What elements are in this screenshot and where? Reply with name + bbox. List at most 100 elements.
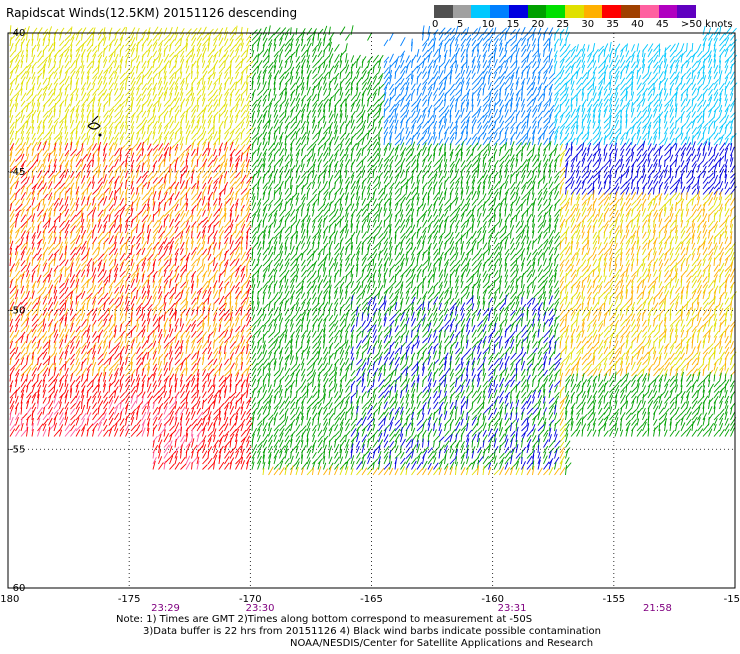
wind-barb: [224, 141, 228, 151]
wind-barb: [240, 58, 244, 69]
wind-barb: [75, 32, 80, 41]
wind-barb: [499, 47, 504, 58]
wind-barb: [147, 148, 153, 157]
wind-barb: [15, 177, 20, 184]
wind-barb: [730, 63, 733, 74]
wind-barb: [224, 231, 231, 239]
legend-swatch: [677, 5, 697, 18]
legend-swatch: [602, 5, 622, 18]
wind-barb: [114, 116, 121, 124]
wind-barb: [251, 60, 259, 69]
wind-barb: [609, 47, 614, 58]
wind-barb: [493, 84, 500, 91]
wind-barb: [510, 122, 516, 129]
wind-barb: [356, 160, 363, 168]
wind-barb: [713, 37, 718, 47]
wind-barb: [664, 52, 667, 63]
wind-barb: [532, 33, 535, 41]
wind-barb: [631, 65, 638, 74]
wind-barb: [510, 131, 516, 140]
wind-barb: [290, 82, 296, 91]
wind-barb: [482, 28, 488, 36]
wind-barb: [213, 64, 216, 74]
wind-barb: [383, 71, 390, 80]
wind-barb: [675, 42, 680, 52]
wind-barb: [312, 99, 318, 107]
wind-barb: [532, 81, 536, 91]
wind-barb: [565, 122, 572, 129]
wind-barb: [301, 159, 304, 168]
wind-barb: [9, 103, 15, 113]
wind-barb: [559, 49, 568, 58]
wind-barb: [504, 126, 509, 135]
wind-barb: [576, 131, 583, 140]
wind-barb: [719, 116, 726, 124]
wind-barb: [576, 93, 578, 102]
wind-barb: [158, 97, 160, 107]
wind-barb: [554, 44, 557, 52]
wind-barb: [631, 107, 635, 118]
wind-barb: [306, 95, 312, 102]
wind-barb: [213, 149, 217, 157]
wind-barb: [631, 143, 637, 151]
wind-barb: [15, 89, 22, 96]
wind-barb: [48, 53, 52, 63]
wind-barb: [202, 80, 206, 91]
wind-barb: [345, 71, 351, 80]
wind-barb: [389, 64, 391, 74]
wind-barb: [240, 42, 244, 52]
wind-barb: [455, 64, 459, 74]
wind-barb: [207, 42, 210, 52]
wind-barb: [339, 98, 347, 107]
wind-barb: [565, 98, 570, 107]
wind-barb: [174, 143, 179, 151]
wind-barb: [515, 70, 519, 80]
wind-barb: [669, 187, 677, 195]
wind-barb: [290, 60, 294, 69]
wind-barb: [367, 121, 372, 129]
wind-barb: [119, 105, 124, 113]
wind-barb: [218, 45, 224, 52]
wind-barb: [86, 186, 89, 195]
wind-barb: [548, 122, 554, 129]
wind-barb: [724, 43, 732, 52]
wind-barb: [631, 102, 633, 113]
wind-barb: [713, 92, 719, 102]
wind-barb: [609, 59, 614, 69]
wind-barb: [422, 94, 428, 102]
wind-barb: [229, 76, 234, 85]
wind-barb: [515, 103, 519, 113]
wind-barb: [383, 76, 390, 85]
wind-barb: [350, 87, 353, 96]
wind-barb: [119, 187, 122, 195]
wind-barb: [565, 126, 570, 135]
wind-barb: [444, 237, 451, 245]
wind-barb: [273, 43, 277, 52]
wind-barb: [306, 38, 311, 47]
wind-barb: [229, 88, 235, 96]
wind-barb: [103, 56, 108, 63]
wind-barb: [15, 199, 20, 206]
wind-barb: [235, 81, 238, 91]
wind-barb: [493, 174, 496, 184]
wind-barb: [70, 54, 73, 63]
wind-barb: [691, 135, 694, 146]
wind-barb: [394, 76, 403, 85]
wind-barb: [86, 147, 92, 157]
wind-barb: [136, 64, 139, 74]
wind-barb: [81, 98, 88, 107]
wind-barb: [328, 102, 331, 113]
wind-barb: [537, 142, 542, 151]
wind-barb: [477, 125, 483, 135]
wind-barb: [433, 214, 439, 223]
wind-barb: [119, 115, 125, 124]
wind-barb: [521, 92, 523, 102]
wind-barb: [257, 95, 263, 102]
wind-barb: [587, 44, 590, 52]
wind-barb: [97, 54, 103, 63]
wind-barb: [466, 34, 472, 41]
wind-barb: [246, 120, 250, 129]
wind-barb: [570, 64, 574, 74]
wind-barb: [394, 132, 401, 140]
wind-barb: [653, 172, 660, 179]
